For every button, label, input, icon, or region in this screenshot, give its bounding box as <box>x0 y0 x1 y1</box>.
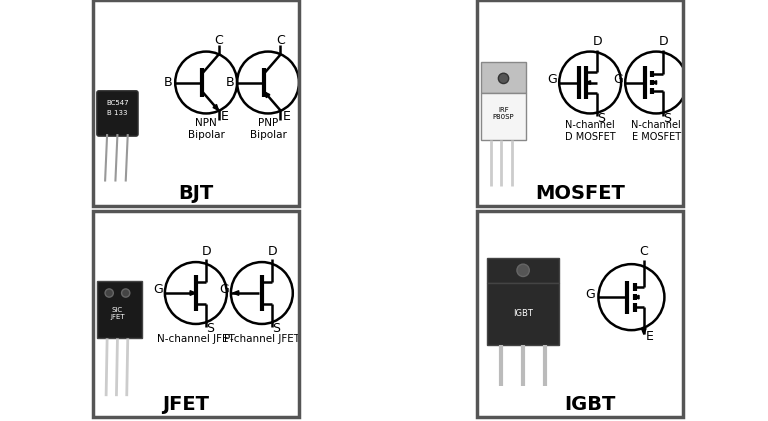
Text: C: C <box>214 34 223 47</box>
Circle shape <box>105 289 114 297</box>
Text: G: G <box>585 288 595 301</box>
FancyBboxPatch shape <box>97 281 142 338</box>
Polygon shape <box>213 104 219 110</box>
Text: S: S <box>273 322 280 335</box>
Circle shape <box>121 289 130 297</box>
Polygon shape <box>634 295 639 299</box>
Text: C: C <box>276 34 285 47</box>
Text: E: E <box>220 110 229 123</box>
Text: G: G <box>219 283 229 296</box>
Text: D: D <box>201 245 211 258</box>
FancyBboxPatch shape <box>487 258 559 283</box>
Text: S: S <box>207 322 214 335</box>
Text: IRF
P80SP: IRF P80SP <box>493 107 515 120</box>
FancyBboxPatch shape <box>481 62 526 93</box>
Text: D: D <box>267 245 277 258</box>
FancyBboxPatch shape <box>481 93 526 140</box>
Text: S: S <box>664 112 671 125</box>
Text: BJT: BJT <box>178 184 214 203</box>
Text: G: G <box>153 283 163 296</box>
FancyBboxPatch shape <box>487 283 559 344</box>
Text: N-channel JFET: N-channel JFET <box>157 334 235 344</box>
Text: B: B <box>164 76 172 89</box>
Text: S: S <box>598 112 605 125</box>
Text: IGBT: IGBT <box>564 395 616 414</box>
Circle shape <box>517 264 529 277</box>
Text: C: C <box>640 245 648 258</box>
Polygon shape <box>233 291 239 295</box>
Text: E: E <box>646 330 654 343</box>
Text: PNP
Bipolar: PNP Bipolar <box>250 118 286 140</box>
Text: G: G <box>613 73 623 86</box>
Text: G: G <box>547 73 557 86</box>
Polygon shape <box>652 81 657 84</box>
Text: JFET: JFET <box>162 395 209 414</box>
Text: B: B <box>226 76 234 89</box>
Text: SiC
JFET: SiC JFET <box>110 307 124 320</box>
Polygon shape <box>190 291 196 295</box>
Text: N-channel
E MOSFET: N-channel E MOSFET <box>631 120 681 142</box>
Text: D: D <box>659 35 668 48</box>
Polygon shape <box>641 328 646 334</box>
Polygon shape <box>264 92 270 98</box>
Circle shape <box>498 73 508 83</box>
Text: NPN
Bipolar: NPN Bipolar <box>187 118 224 140</box>
Text: P-channel JFET: P-channel JFET <box>223 334 300 344</box>
Text: E: E <box>283 110 290 123</box>
FancyBboxPatch shape <box>97 91 138 136</box>
Text: BC547: BC547 <box>106 100 129 106</box>
Text: MOSFET: MOSFET <box>535 184 625 203</box>
Text: IGBT: IGBT <box>513 309 533 318</box>
Text: B 133: B 133 <box>108 110 127 117</box>
Polygon shape <box>586 81 591 84</box>
Text: D: D <box>593 35 602 48</box>
Text: N-channel
D MOSFET: N-channel D MOSFET <box>564 120 615 142</box>
